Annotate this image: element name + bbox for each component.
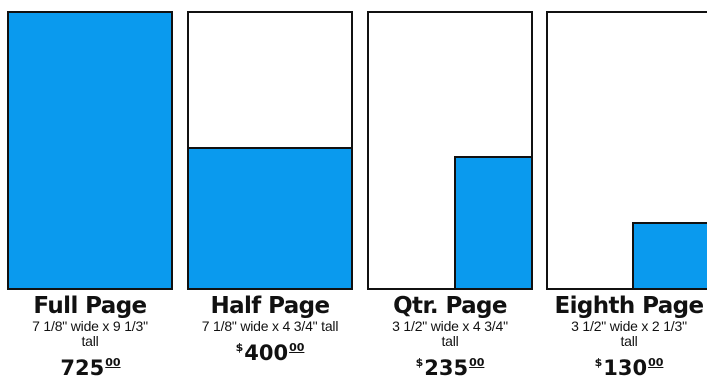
quarter-page-caption: Qtr. Page 3 1/2" wide x 4 3/4" tall $235… — [367, 292, 533, 380]
price-amount: 235 — [424, 356, 469, 380]
price-amount: 725 — [60, 356, 105, 380]
quarter-page-ad-area — [454, 156, 531, 288]
ad-price: $40000 — [187, 336, 353, 365]
ad-name: Qtr. Page — [393, 293, 507, 319]
price-cents: 00 — [289, 341, 305, 354]
ad-price: $23500 — [367, 351, 533, 380]
ad-option-quarter-page: Qtr. Page 3 1/2" wide x 4 3/4" tall $235… — [367, 0, 533, 390]
ad-price: $13000 — [546, 351, 707, 380]
ad-size: 7 1/8" wide x 9 1/3" tall — [32, 318, 148, 349]
ad-size: 7 1/8" wide x 4 3/4" tall — [201, 318, 339, 334]
ad-size: 3 1/2" wide x 4 3/4" tall — [392, 318, 508, 349]
ad-name: Half Page — [210, 293, 330, 319]
price-dollar-sign: $ — [235, 341, 244, 354]
ad-size: 3 1/2" wide x 2 1/3" tall — [571, 318, 687, 349]
half-page-diagram — [187, 11, 353, 290]
price-amount: 130 — [603, 356, 648, 380]
ad-name: Eighth Page — [554, 293, 704, 319]
ad-option-full-page: Full Page 7 1/8" wide x 9 1/3" tall 7250… — [7, 0, 173, 390]
price-cents: 00 — [648, 356, 664, 369]
eighth-page-diagram — [546, 11, 707, 290]
eighth-page-ad-area — [632, 222, 707, 288]
half-page-ad-area — [189, 147, 351, 288]
price-cents: 00 — [469, 356, 485, 369]
full-page-diagram — [7, 11, 173, 290]
price-dollar-sign: $ — [415, 356, 424, 369]
price-amount: 400 — [244, 341, 289, 365]
half-page-caption: Half Page 7 1/8" wide x 4 3/4" tall $400… — [187, 292, 353, 365]
quarter-page-diagram — [367, 11, 533, 290]
full-page-caption: Full Page 7 1/8" wide x 9 1/3" tall 7250… — [7, 292, 173, 380]
price-cents: 00 — [105, 356, 121, 369]
eighth-page-caption: Eighth Page 3 1/2" wide x 2 1/3" tall $1… — [546, 292, 707, 380]
ad-option-half-page: Half Page 7 1/8" wide x 4 3/4" tall $400… — [187, 0, 353, 390]
full-page-ad-area — [9, 13, 171, 288]
ad-name: Full Page — [33, 293, 147, 319]
ad-option-eighth-page: Eighth Page 3 1/2" wide x 2 1/3" tall $1… — [546, 0, 707, 390]
ad-price: 72500 — [7, 351, 173, 380]
price-dollar-sign: $ — [594, 356, 603, 369]
